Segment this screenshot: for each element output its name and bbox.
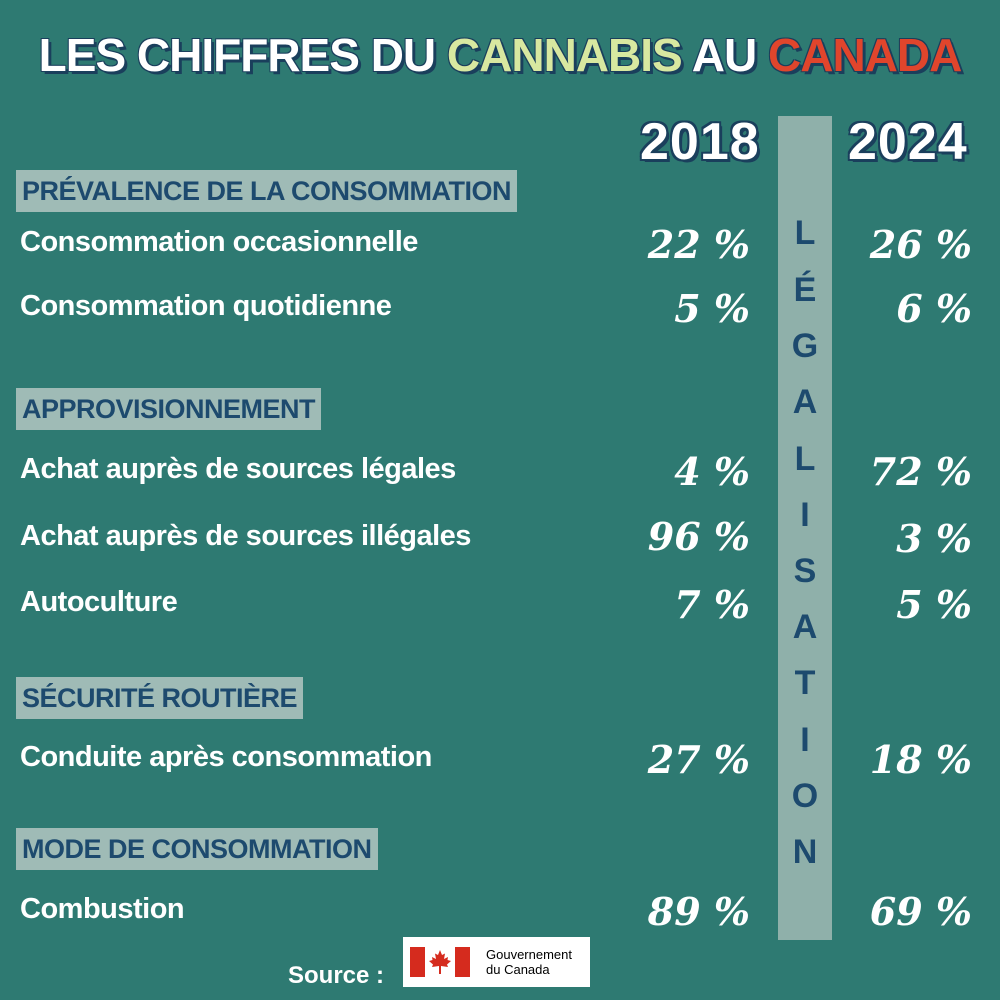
divider-letter: I (800, 721, 810, 759)
value-2024: 69 % (869, 889, 972, 934)
row-label: Consommation occasionnelle (20, 226, 418, 258)
value-2024: 3 % (896, 516, 972, 561)
value-2018: 5 % (674, 286, 750, 331)
section-heading-approvisionnement: APPROVISIONNEMENT (16, 388, 322, 430)
divider-letter: A (792, 383, 818, 421)
divider-letter: G (791, 327, 819, 365)
value-2018: 89 % (647, 889, 750, 934)
divider-letter: S (793, 552, 817, 590)
title-part-1: LES CHIFFRES DU (38, 29, 447, 81)
value-2024: 5 % (896, 582, 972, 627)
divider-letter: O (791, 777, 819, 815)
row-label: Achat auprès de sources légales (20, 453, 456, 485)
gov-logo-line-1: Gouvernement (486, 947, 572, 962)
divider-letter: N (792, 833, 818, 871)
canada-flag-icon (410, 947, 470, 977)
value-2018: 27 % (647, 737, 750, 782)
row-label: Achat auprès de sources illégales (20, 520, 471, 552)
value-2024: 72 % (869, 449, 972, 494)
divider-letter: É (793, 271, 817, 309)
section-heading-prevalence: PRÉVALENCE DE LA CONSOMMATION (16, 170, 518, 212)
value-2024: 18 % (869, 737, 972, 782)
section-heading-securite-routiere: SÉCURITÉ ROUTIÈRE (16, 677, 304, 719)
value-2018: 22 % (647, 222, 750, 267)
divider-letter: L (794, 214, 816, 252)
row-label: Combustion (20, 893, 185, 925)
row-label: Consommation quotidienne (20, 290, 392, 322)
maple-leaf-icon (429, 950, 451, 974)
government-of-canada-logo: Gouvernement du Canada (403, 937, 590, 987)
title-canada: CANADA (768, 29, 962, 81)
value-2018: 96 % (647, 514, 750, 559)
divider-letter: A (792, 608, 818, 646)
legalisation-divider: L É G A L I S A T I O N (778, 116, 832, 940)
gov-logo-line-2: du Canada (486, 962, 550, 977)
section-heading-mode-consommation: MODE DE CONSOMMATION (16, 828, 378, 870)
row-label: Autoculture (20, 586, 178, 618)
value-2024: 26 % (869, 222, 972, 267)
page-title: LES CHIFFRES DU CANNABIS AU CANADA (0, 28, 1000, 82)
column-header-2018: 2018 (640, 113, 760, 171)
title-part-3: AU (681, 29, 768, 81)
divider-letter: T (794, 664, 816, 702)
divider-letter: I (800, 496, 810, 534)
column-header-2024: 2024 (848, 113, 968, 171)
source-label: Source : (288, 962, 385, 989)
divider-letter: L (794, 440, 816, 478)
value-2024: 6 % (896, 286, 972, 331)
value-2018: 7 % (674, 582, 750, 627)
row-label: Conduite après consommation (20, 741, 432, 773)
value-2018: 4 % (674, 449, 750, 494)
title-cannabis: CANNABIS (446, 29, 683, 81)
